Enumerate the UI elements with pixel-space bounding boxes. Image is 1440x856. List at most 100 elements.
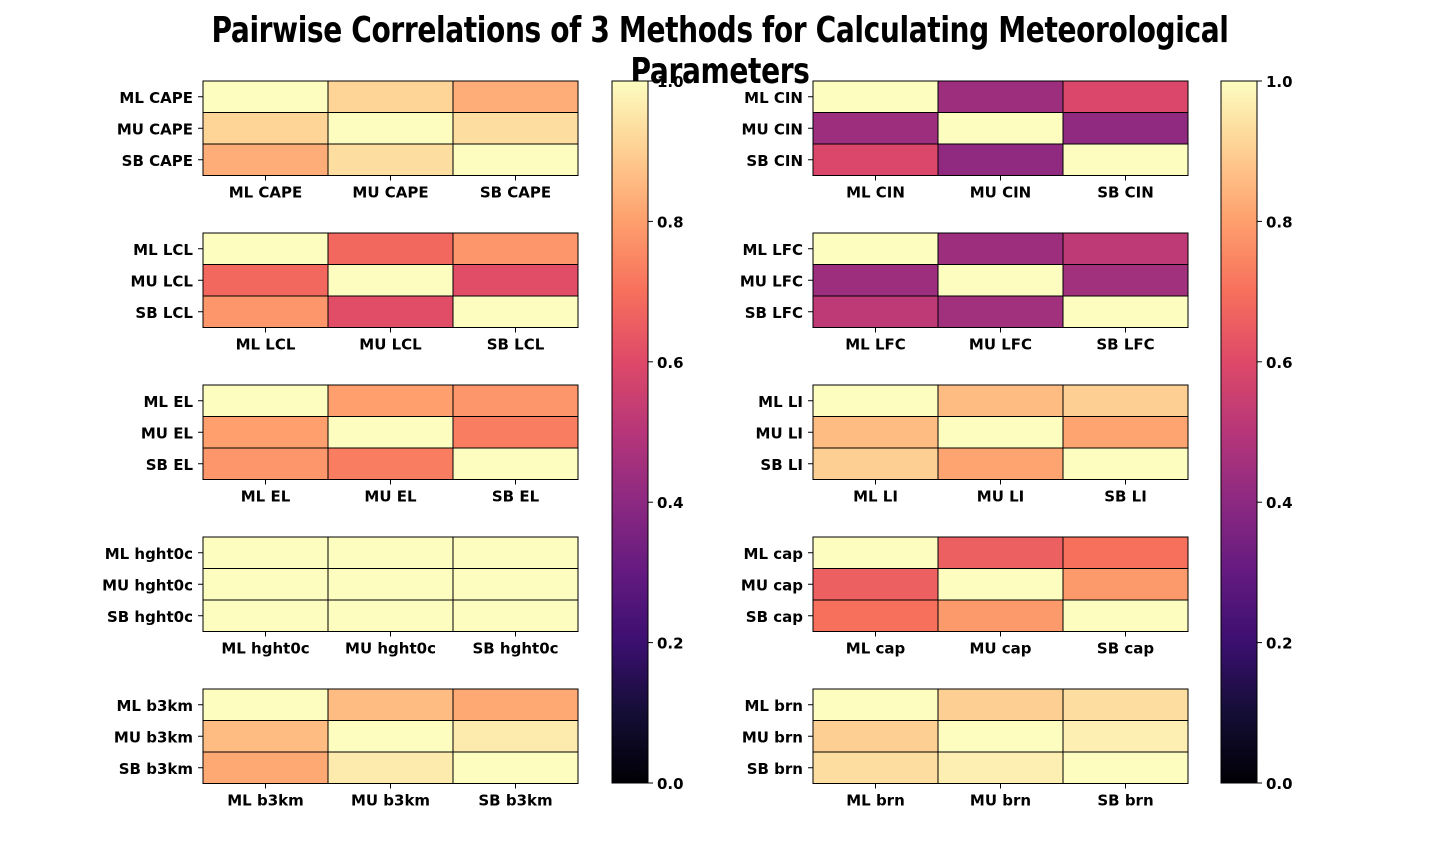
heatmap-cell: [1062, 720, 1189, 753]
y-tick-label: MU LI: [756, 424, 803, 442]
heatmap-cell: [812, 80, 939, 113]
x-tick-label: MU LFC: [969, 336, 1032, 354]
x-tick-label: SB b3km: [478, 792, 552, 810]
x-tick-label: ML CIN: [846, 184, 905, 202]
heatmap-cell: [452, 264, 579, 297]
heatmap-cell: [202, 416, 329, 449]
x-tick-label: SB LFC: [1096, 336, 1154, 354]
x-tick-label: ML hght0c: [221, 640, 309, 658]
x-tick-label: ML b3km: [227, 792, 304, 810]
heatmap-cell: [327, 264, 454, 297]
heatmap-cell: [327, 536, 454, 569]
x-tick-label: ML cap: [846, 640, 906, 658]
heatmap-cell: [1062, 751, 1189, 784]
heatmap-cell: [812, 232, 939, 265]
heatmap-cell: [1062, 232, 1189, 265]
y-tick-label: MU cap: [741, 576, 803, 594]
heatmap-cell: [327, 447, 454, 480]
colorbar-tick-label: 0.4: [657, 494, 684, 512]
x-tick-label: SB hght0c: [472, 640, 558, 658]
y-tick-label: ML LFC: [742, 241, 803, 259]
heatmap-cell: [1062, 295, 1189, 328]
heatmap-cell: [452, 112, 579, 145]
heatmap-cell: [452, 568, 579, 601]
heatmap-cell: [202, 688, 329, 721]
heatmap-cell: [1062, 536, 1189, 569]
heatmap-cell: [937, 447, 1064, 480]
heatmap-cell: [937, 416, 1064, 449]
heatmap-cell: [937, 264, 1064, 297]
x-tick-label: MU cap: [969, 640, 1031, 658]
heatmap-cell: [327, 568, 454, 601]
y-tick-label: ML hght0c: [105, 545, 193, 563]
x-tick-label: SB LCL: [487, 336, 545, 354]
x-tick-label: SB LI: [1104, 488, 1147, 506]
heatmap-cell: [1062, 264, 1189, 297]
heatmap-cell: [937, 295, 1064, 328]
heatmap-cell: [812, 384, 939, 417]
y-tick-label: ML CAPE: [119, 89, 193, 107]
heatmap-cell: [1062, 143, 1189, 176]
heatmap-cell: [327, 384, 454, 417]
x-tick-label: SB brn: [1097, 792, 1153, 810]
y-tick-label: SB CIN: [746, 152, 803, 170]
x-tick-label: MU b3km: [351, 792, 430, 810]
heatmap-cell: [937, 232, 1064, 265]
x-tick-label: ML CAPE: [229, 184, 303, 202]
heatmap-panel: ML cap MU cap SB cap ML cap MU cap SB cap: [741, 536, 1189, 658]
heatmap-cell: [327, 599, 454, 632]
heatmap-cell: [937, 599, 1064, 632]
x-tick-label: ML LI: [853, 488, 898, 506]
heatmap-panel: ML hght0c MU hght0c SB hght0c ML hght0c MU h…: [102, 536, 579, 658]
heatmap-cell: [452, 80, 579, 113]
heatmap-cell: [327, 688, 454, 721]
heatmap-cell: [937, 143, 1064, 176]
y-tick-label: MU LCL: [131, 272, 194, 290]
heatmap-cell: [937, 720, 1064, 753]
heatmap-cell: [812, 295, 939, 328]
heatmap-cell: [452, 384, 579, 417]
x-tick-label: MU hght0c: [345, 640, 436, 658]
colorbar-tick-label: 1.0: [657, 73, 684, 91]
heatmap-cell: [202, 143, 329, 176]
y-tick-label: SB cap: [746, 608, 803, 626]
heatmap-cell: [452, 295, 579, 328]
heatmap-cell: [812, 720, 939, 753]
y-tick-label: ML EL: [143, 393, 193, 411]
heatmap-cell: [812, 112, 939, 145]
colorbar-tick-label: 0.0: [1266, 775, 1293, 793]
heatmap-cell: [812, 143, 939, 176]
heatmap-cell: [812, 688, 939, 721]
x-tick-label: MU brn: [970, 792, 1031, 810]
y-tick-label: ML b3km: [117, 697, 194, 715]
heatmap-cell: [327, 80, 454, 113]
y-tick-label: SB LCL: [135, 304, 193, 322]
heatmap-cell: [327, 416, 454, 449]
x-tick-label: MU CIN: [970, 184, 1031, 202]
heatmap-cell: [452, 536, 579, 569]
y-tick-label: SB CAPE: [122, 152, 193, 170]
heatmap-cell: [202, 720, 329, 753]
heatmap-cell: [202, 232, 329, 265]
heatmap-cell: [812, 751, 939, 784]
colorbar-tick-label: 0.2: [1266, 635, 1293, 653]
heatmap-cell: [202, 295, 329, 328]
heatmap-cell: [1062, 447, 1189, 480]
y-tick-label: MU CIN: [742, 120, 803, 138]
y-tick-label: SB brn: [747, 760, 803, 778]
y-tick-label: ML brn: [744, 697, 803, 715]
heatmap-cell: [202, 536, 329, 569]
heatmap-cell: [937, 384, 1064, 417]
heatmap-cell: [202, 80, 329, 113]
x-tick-label: ML EL: [241, 488, 291, 506]
heatmap-panel: ML EL MU EL SB EL ML EL MU EL SB EL: [141, 384, 579, 506]
colorbar-tick-label: 0.8: [657, 213, 684, 231]
heatmap-cell: [327, 143, 454, 176]
colorbar-tick-label: 0.6: [657, 354, 684, 372]
heatmap-cell: [327, 112, 454, 145]
heatmap-cell: [452, 143, 579, 176]
heatmap-cell: [202, 447, 329, 480]
heatmap-panel: ML CIN MU CIN SB CIN ML CIN MU CIN SB CIN: [742, 80, 1189, 202]
y-tick-label: SB b3km: [119, 760, 193, 778]
